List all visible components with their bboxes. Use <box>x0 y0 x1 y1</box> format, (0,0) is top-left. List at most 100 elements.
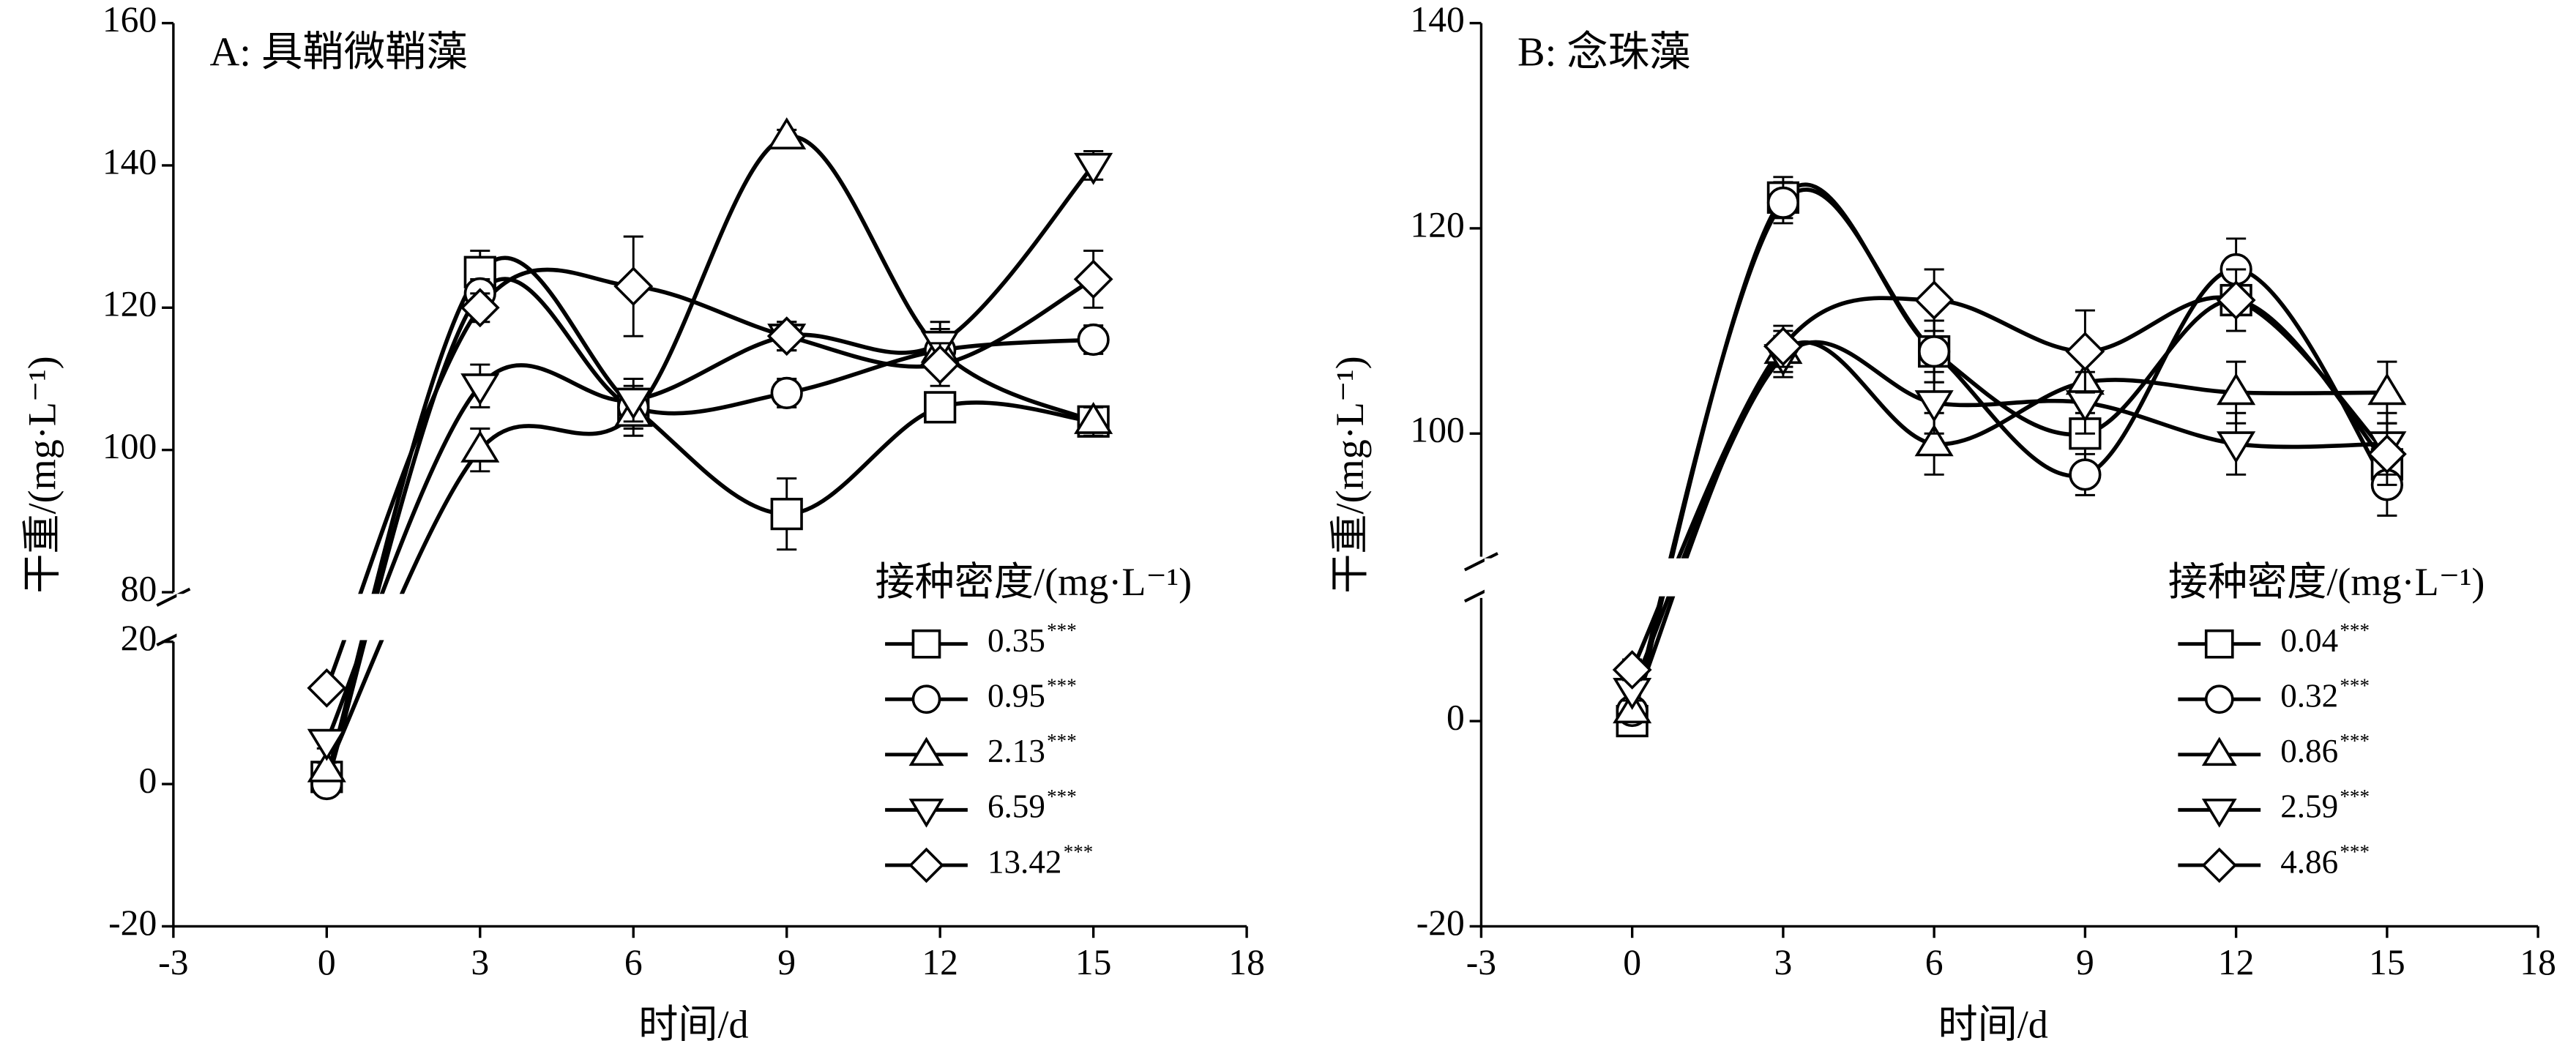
x-tick-label: 0 <box>1623 942 1641 982</box>
x-axis-label: 时间/d <box>638 1003 748 1047</box>
x-tick-label: 18 <box>2520 942 2556 982</box>
marker <box>2201 736 2237 766</box>
x-axis-label: 时间/d <box>1938 1003 2048 1047</box>
panel: -20 0 100 120 140 -3 0 3 6 9 12 15 18 时间/d 干重/(mg·L⁻¹)… <box>1328 0 2556 1047</box>
x-tick-label: 9 <box>777 942 796 982</box>
x-tick-label: 12 <box>922 942 958 982</box>
marker <box>1612 650 1652 690</box>
marker <box>908 847 944 884</box>
marker <box>307 750 346 783</box>
marker <box>1074 152 1113 185</box>
marker <box>767 117 807 150</box>
marker <box>2217 431 2256 464</box>
legend-significance: *** <box>2340 619 2370 641</box>
y-tick-label: 100 <box>1410 410 1464 450</box>
y-tick-label: 100 <box>102 426 157 466</box>
y-tick-label: 80 <box>121 568 157 608</box>
series-line <box>324 255 1094 778</box>
series-line <box>324 164 1095 742</box>
legend-significance: *** <box>2340 675 2370 697</box>
x-tick-label: 15 <box>1075 942 1112 982</box>
marker <box>460 373 500 406</box>
legend-label: 0.04 <box>2280 622 2338 659</box>
marker <box>2217 373 2256 406</box>
x-tick-label: 9 <box>2076 942 2094 982</box>
marker <box>307 668 347 708</box>
marker <box>2216 280 2256 320</box>
legend-significance: *** <box>1047 675 1077 697</box>
marker <box>770 498 803 531</box>
y-tick-label: 120 <box>1410 204 1464 244</box>
legend-label: 2.13 <box>988 733 1045 769</box>
x-tick-label: 0 <box>318 942 336 982</box>
marker <box>911 629 941 659</box>
marker <box>911 684 941 714</box>
marker <box>924 391 957 424</box>
marker <box>1914 424 1954 457</box>
x-tick-label: 15 <box>2369 942 2405 982</box>
legend-significance: *** <box>1047 785 1077 807</box>
x-tick-label: 18 <box>1228 942 1265 982</box>
panel-title: B: 念珠藻 <box>1517 29 1690 75</box>
legend-significance: *** <box>1047 730 1077 752</box>
marker <box>2065 332 2105 372</box>
marker <box>1918 335 1951 368</box>
x-tick-label: 3 <box>471 942 489 982</box>
y-tick-label: -20 <box>1416 903 1465 943</box>
marker <box>307 728 346 761</box>
legend-significance: *** <box>2340 840 2370 862</box>
marker <box>908 736 944 766</box>
panel-title: A: 具鞘微鞘藻 <box>209 30 467 75</box>
marker <box>1077 323 1110 356</box>
series-line <box>1630 295 2389 671</box>
axis-break-mark <box>1463 552 1498 572</box>
y-tick-label: 20 <box>121 618 157 658</box>
marker <box>2069 458 2102 491</box>
legend-title: 接种密度/(mg·L⁻¹) <box>2168 560 2485 604</box>
x-tick-label: 12 <box>2218 942 2255 982</box>
x-tick-label: 3 <box>1774 942 1793 982</box>
y-axis-label: 干重/(mg·L⁻¹) <box>20 356 64 593</box>
y-tick-label: -20 <box>108 903 157 943</box>
y-tick-label: 140 <box>102 141 157 182</box>
marker <box>460 430 500 463</box>
marker <box>1914 280 1955 320</box>
legend-significance: *** <box>2340 785 2370 807</box>
legend-significance: *** <box>2340 730 2370 752</box>
y-tick-label: 140 <box>1410 0 1464 40</box>
legend-significance: *** <box>1047 619 1077 641</box>
legend-label: 0.95 <box>988 678 1045 714</box>
break-mask <box>176 594 1247 641</box>
x-tick-label: -3 <box>1466 942 1496 982</box>
legend-title: 接种密度/(mg·L⁻¹) <box>876 560 1192 604</box>
marker <box>920 345 960 384</box>
marker <box>1914 390 1954 423</box>
marker <box>2204 629 2234 659</box>
legend-label: 0.32 <box>2280 678 2338 714</box>
marker <box>770 376 803 410</box>
break-mask <box>1484 558 2539 597</box>
marker <box>460 288 500 328</box>
marker <box>1074 401 1113 434</box>
marker <box>2204 684 2234 714</box>
marker <box>2201 847 2237 884</box>
series-line <box>1629 187 2389 712</box>
panel: -20 0 20 80 100 120 140 160 -3 0 3 6 9 12 15 18 时间/d 干重/(… <box>20 0 1265 1047</box>
marker <box>613 266 654 307</box>
y-tick-label: 160 <box>102 0 157 40</box>
x-tick-label: 6 <box>624 942 643 982</box>
marker <box>2367 434 2407 474</box>
legend-label: 0.86 <box>2280 733 2338 769</box>
legend-label: 13.42 <box>988 843 1062 880</box>
marker <box>613 387 653 420</box>
x-tick-label: -3 <box>158 942 188 982</box>
series-line <box>1630 340 2387 712</box>
x-tick-label: 6 <box>1925 942 1944 982</box>
legend-label: 6.59 <box>988 788 1045 825</box>
y-tick-label: 0 <box>1446 697 1465 737</box>
legend-significance: *** <box>1064 840 1094 862</box>
legend-label: 4.86 <box>2280 843 2338 880</box>
marker <box>908 799 944 828</box>
legend-label: 2.59 <box>2280 788 2338 825</box>
series-line <box>1629 182 2389 722</box>
